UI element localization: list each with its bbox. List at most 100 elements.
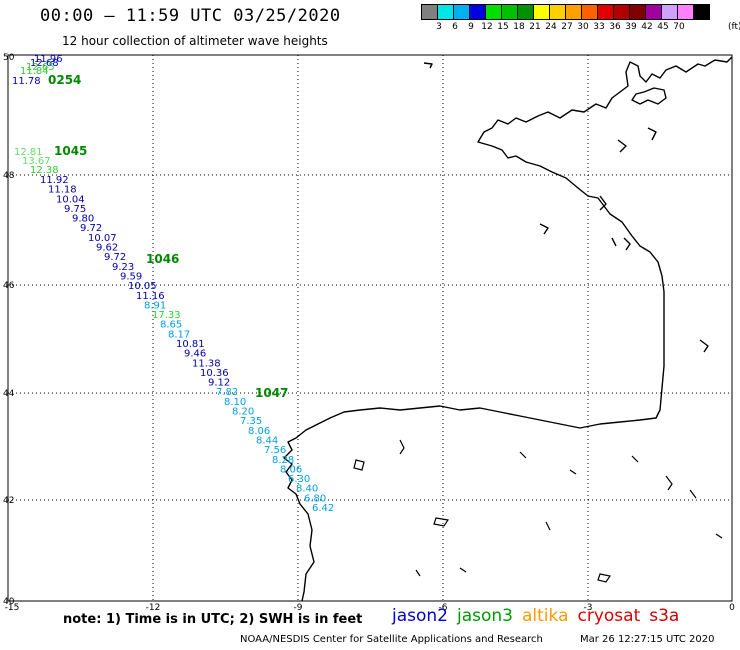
lon-axis-labels: -15 -12 -9 -6 -3 0 [5,603,735,613]
map-frame [7,54,733,602]
swh-reading: 11.38 [192,358,221,369]
swh-reading: 8.17 [168,329,190,340]
satellite-jason3: jason3 [457,606,513,626]
swh-reading: 8.10 [224,397,246,408]
legend-value: 15 [497,22,509,32]
legend-value: 21 [529,22,541,32]
swh-reading: 10.36 [200,368,229,379]
swh-reading: 9.72 [80,223,102,234]
lat-label: 50 [3,53,15,63]
swh-reading: 11.92 [40,175,69,186]
swh-reading: 12.81 [14,147,43,158]
lon-label: -6 [439,603,448,613]
swh-reading: 6.80 [304,493,326,504]
swh-reading: 9.80 [72,214,94,225]
legend-value: 24 [545,22,557,32]
lon-label: -9 [294,603,303,613]
swh-reading: 9.23 [112,262,134,273]
footer-timestamp: Mar 26 12:27:15 UTC 2020 [580,634,715,645]
swh-reading: 7.82 [216,387,238,398]
swh-reading: 10.81 [176,339,205,350]
lat-label: 40 [3,597,15,607]
legend-value: 45 [657,22,669,32]
swh-reading: 6.42 [312,503,334,514]
lon-label: 0 [729,603,735,613]
legend-color-bar [421,4,710,20]
swh-reading: 11.78 [12,76,41,87]
legend-value-labels: 3 6 9 12 15 18 21 24 27 30 33 36 39 42 45 70 [421,22,740,36]
swh-reading: 12.68 [30,58,59,69]
legend-value: 33 [593,22,605,32]
swh-reading: 17.33 [152,310,181,321]
swh-reading: 11.84 [20,66,49,77]
lat-label: 48 [3,171,15,181]
pass-time-labels: 0254 1045 1046 1047 [48,73,288,400]
swh-reading: 8.06 [248,426,270,437]
legend-value: 18 [513,22,525,32]
swh-reading: 12.38 [30,165,59,176]
satellite-altika: altika [522,606,569,626]
pass-time-1047: 1047 [255,386,288,400]
swh-reading: 6.30 [288,474,310,485]
swh-reading: 11.16 [136,291,165,302]
map-subtitle: 12 hour collection of altimeter wave hei… [62,34,328,48]
lat-label: 42 [3,496,14,506]
lon-label: -15 [5,603,20,613]
legend-value: 3 [436,22,442,32]
legend-value: 42 [641,22,653,32]
swh-reading: 9.12 [208,378,230,389]
lon-label: -12 [146,603,161,613]
legend-value: 36 [609,22,621,32]
swh-reading: 7.56 [264,445,286,456]
legend-value: 30 [577,22,589,32]
satellite-s3a: s3a [649,606,680,626]
swh-reading: 13.67 [22,156,51,167]
swh-reading: 8.91 [144,300,166,311]
swh-reading: 9.75 [64,204,86,215]
pass-time-0254: 0254 [48,73,81,87]
satellite-legend: jason2 jason3 altika cryosat s3a [392,606,688,626]
swh-reading: 9.59 [120,271,142,282]
legend-value: 39 [625,22,637,32]
coastline [283,56,733,602]
graticule [8,55,732,601]
map-title: 00:00 – 11:59 UTC 03/25/2020 [40,6,341,26]
legend-unit: (ft) [728,22,740,32]
legend-value: 12 [481,22,493,32]
satellite-cryosat: cryosat [577,606,641,626]
swh-reading: 8.06 [280,464,302,475]
legend-swatch [693,4,710,20]
swh-reading: 11.18 [48,185,77,196]
islands [353,439,723,583]
legend-value: 27 [561,22,573,32]
swh-reading: 8.44 [256,435,278,446]
swh-reading: 8.28 [272,455,294,466]
legend-value: 9 [468,22,474,32]
swh-reading: 9.46 [184,349,206,360]
swh-reading: 8.40 [296,484,318,495]
swh-reading: 10.04 [56,194,85,205]
swh-reading: 11.96 [34,54,63,65]
swh-reading: 8.20 [232,407,254,418]
pass-time-1045: 1045 [54,144,87,158]
swh-reading: 7.35 [240,416,262,427]
lat-label: 46 [3,281,15,291]
pass-time-1046: 1046 [146,252,179,266]
lon-label: -3 [584,603,593,613]
lat-axis-labels: 50 48 46 44 42 40 [3,53,15,607]
swh-reading: 9.72 [104,252,126,263]
footer-note: note: 1) Time is in UTC; 2) SWH is in fe… [63,612,363,627]
legend-value: 6 [452,22,458,32]
satellite-jason2: jason2 [392,606,448,626]
swh-reading: 12.65 [26,62,55,73]
footer-credit: NOAA/NESDIS Center for Satellite Applica… [240,634,543,645]
lat-label: 44 [3,389,15,399]
swh-reading: 9.62 [96,243,118,254]
swh-reading: 8.65 [160,320,182,331]
legend-value: 70 [673,22,685,32]
swh-reading: 10.07 [88,233,117,244]
swh-reading: 10.05 [128,281,157,292]
